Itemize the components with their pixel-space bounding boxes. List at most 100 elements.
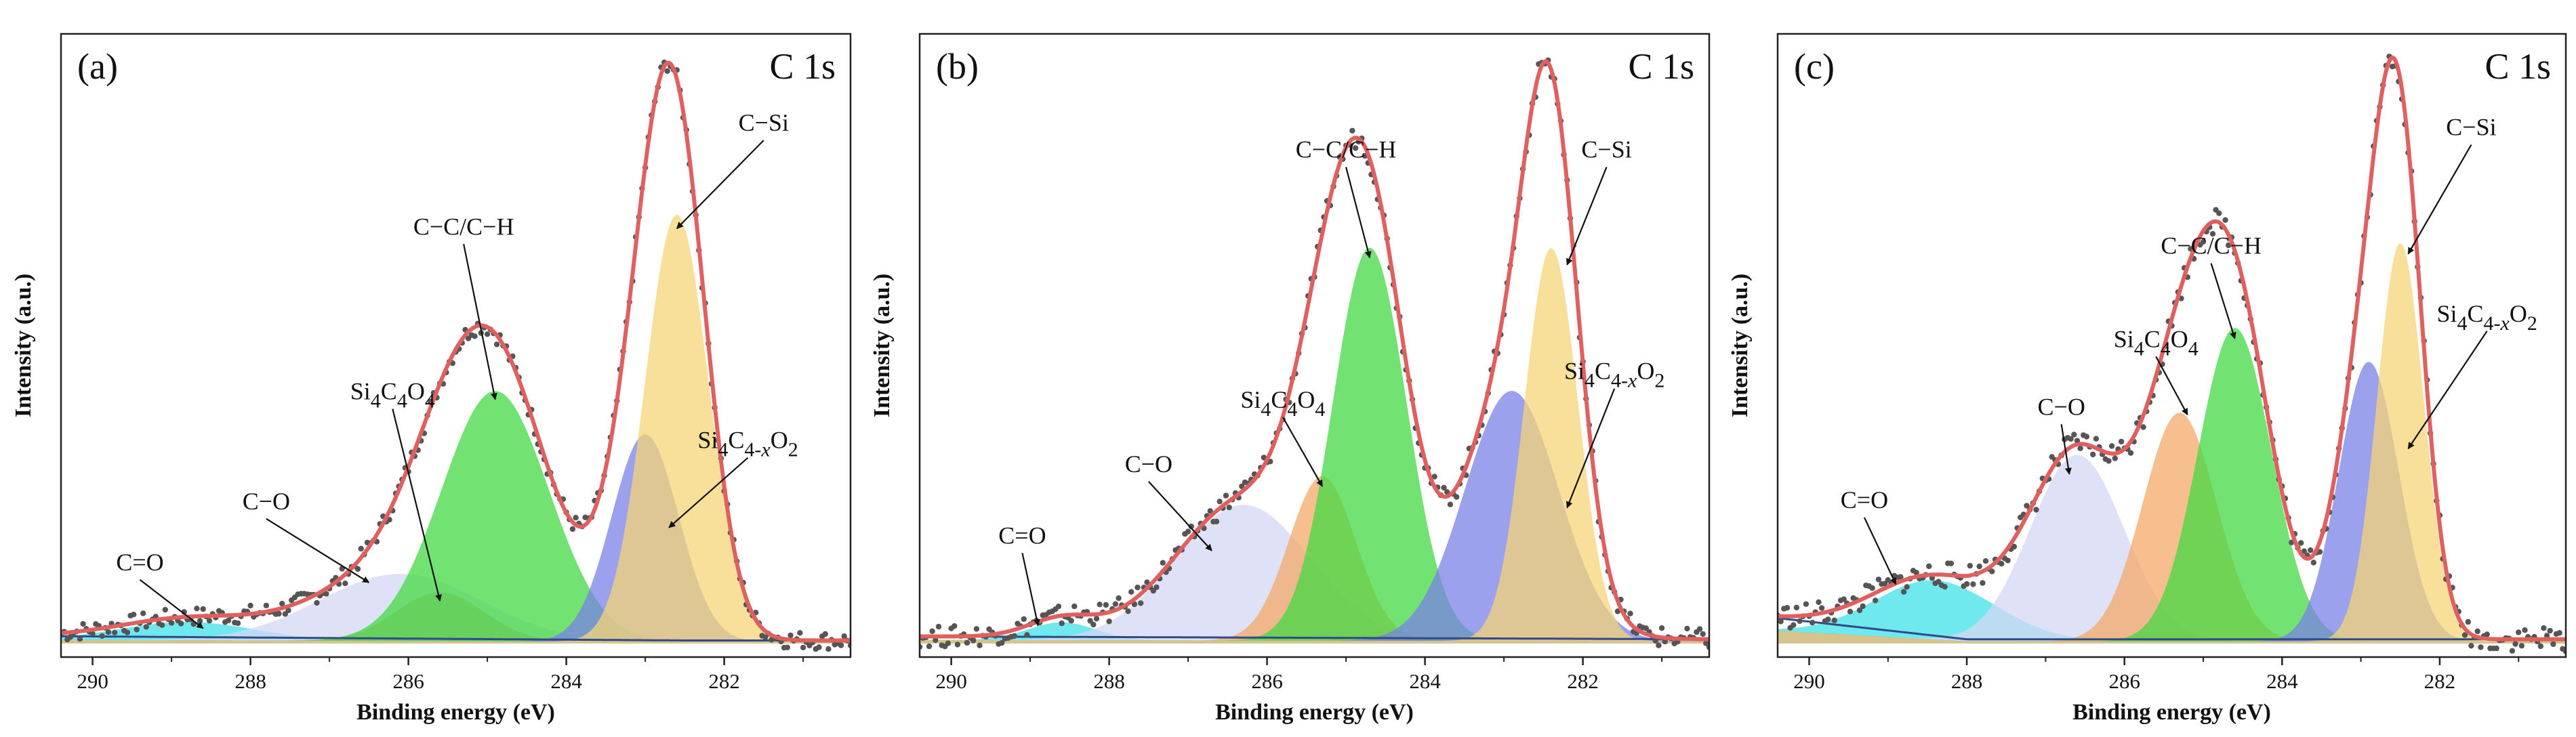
data-point [935,623,942,630]
annotation-si4c4-xo2: Si4C4-xO2 [2437,300,2537,335]
data-point [1217,499,1223,505]
data-point [484,331,491,337]
data-point [2140,424,2146,430]
data-point [178,620,184,627]
annotation-si4c4-xo2: Si4C4-xO2 [1564,358,1664,392]
data-point [1011,633,1018,639]
data-point [2068,436,2074,442]
annotation-c-o: C−O [1125,450,1172,478]
data-point [1841,596,1847,602]
data-point [2308,547,2314,553]
data-point [493,341,500,348]
annotation-arrow [1345,167,1372,259]
data-point [2484,631,2490,637]
data-point [162,606,168,613]
chart-panel-3: 290 288 286 284 282 Binding energy (eV) Intens… [1727,33,2567,725]
data-point [143,624,149,630]
annotation-arrow [1566,388,1616,509]
annotation-arrow [676,140,764,230]
data-point [2468,643,2474,649]
x-tick-label: 282 [1567,669,1599,693]
data-point [1816,599,1822,606]
data-point [2522,627,2528,633]
data-point [1223,492,1229,499]
data-point [1860,603,1866,610]
data-point [1791,622,1797,628]
data-point [2543,633,2550,639]
annotation-arrow [2210,263,2236,339]
data-point [1803,601,1810,607]
data-point [2518,643,2525,649]
data-point [1352,145,1359,151]
data-point [1055,604,1062,610]
data-point [1913,570,1919,576]
data-point [1970,581,1976,587]
data-point [2316,549,2323,555]
annotation-c-o: C=O [998,522,1046,549]
data-point [1125,608,1131,614]
data-point [1703,640,1709,646]
x-tick-label: 286 [1251,669,1283,693]
data-point [2074,438,2081,444]
data-point [2005,557,2011,564]
data-point [1071,603,1078,610]
x-tick-label: 284 [2266,669,2298,693]
annotation-c-o: C=O [1841,486,1888,513]
x-axis-title: Binding energy (eV) [356,700,555,725]
data-point [1447,501,1454,507]
x-tick-label: 288 [1951,669,1983,693]
data-point [1873,597,1879,604]
data-point [2077,445,2083,451]
background-line [61,635,851,641]
data-point [472,333,478,339]
data-point [1444,489,1450,495]
peak-c-si [1778,243,2566,644]
data-point [1103,602,1109,608]
annotation-arrow [1863,517,1897,585]
data-point [2478,644,2484,650]
data-point [1131,601,1138,608]
data-point [168,620,175,626]
plot-frame [1776,33,2567,658]
data-point [2093,436,2100,442]
data-point [1068,618,1074,624]
annotation-arrow [1566,167,1608,266]
data-point [2512,641,2518,647]
plot-frame [918,33,1711,658]
data-point [2118,438,2125,445]
data-point [1106,618,1112,625]
annotation-arrow [2407,331,2488,450]
x-tick-label: 286 [2108,669,2140,693]
data-point [314,599,320,606]
data-point [1810,620,1816,626]
data-point [1643,625,1649,631]
y-axis-title: Intensity (a.u.) [870,274,895,418]
data-point [999,639,1005,646]
plot-area [61,59,851,652]
x-axis-title: Binding energy (eV) [1215,700,1414,725]
data-point [234,620,241,627]
data-point [2083,434,2090,440]
data-point [1869,585,1875,591]
data-point [1875,576,1882,583]
plot-area [1778,54,2566,654]
data-point [945,640,952,646]
panel-label: (b) [936,46,979,87]
annotation-c-c-c-h: C−C/C−H [2161,232,2262,259]
annotation-c-o: C−O [243,488,290,515]
data-point [354,566,361,572]
data-point [2461,632,2468,638]
data-point [2541,625,2547,631]
data-point [225,617,232,624]
data-point [1976,563,1982,570]
data-point [973,626,980,632]
data-point [1856,607,1863,614]
x-tick-label: 286 [392,669,424,693]
x-tick-label: 290 [77,669,108,693]
data-point [2127,450,2134,456]
data-point [926,643,933,650]
x-tick-label: 284 [550,669,582,693]
data-point [1239,483,1245,490]
data-point [2465,618,2471,625]
x-tick-label: 288 [1093,669,1125,693]
